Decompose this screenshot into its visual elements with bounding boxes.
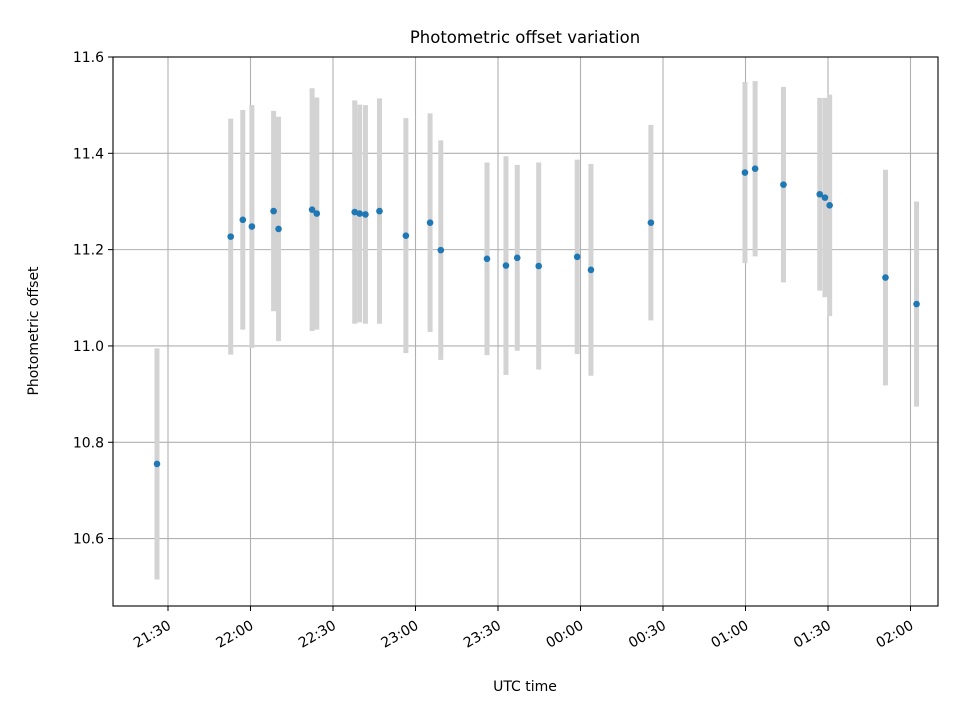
data-point xyxy=(248,223,256,230)
data-point xyxy=(308,206,316,213)
y-tick-label: 11.4 xyxy=(73,146,104,162)
data-point xyxy=(402,232,410,239)
chart-title: Photometric offset variation xyxy=(410,28,640,47)
data-point xyxy=(913,300,920,308)
grid xyxy=(113,56,938,606)
data-point xyxy=(741,169,749,176)
data-point xyxy=(821,194,829,201)
data-point xyxy=(270,207,277,215)
data-point xyxy=(437,246,445,254)
data-point xyxy=(882,274,889,281)
data-point xyxy=(647,219,655,226)
data-point xyxy=(362,211,369,218)
data-point xyxy=(780,181,787,188)
data-point xyxy=(351,208,359,216)
data-point xyxy=(513,254,521,262)
data-point xyxy=(275,225,282,233)
data-point xyxy=(502,262,510,269)
data-point xyxy=(826,202,833,209)
data-point xyxy=(376,207,383,215)
data-point xyxy=(751,165,759,173)
data-point xyxy=(313,210,321,217)
data-point xyxy=(573,253,581,261)
data-point xyxy=(356,210,363,217)
data-point xyxy=(227,233,234,240)
data-point xyxy=(535,262,542,270)
plot-frame xyxy=(112,56,939,607)
y-tick-label: 10.6 xyxy=(73,532,104,548)
y-axis-ticks: 10.6 10.8 11.0 11.2 11.4 11.6 xyxy=(73,50,113,548)
data-point xyxy=(153,460,161,468)
y-tick-label: 11.6 xyxy=(73,50,104,66)
data-point xyxy=(587,266,595,274)
data-points xyxy=(153,165,920,468)
y-tick-label: 11.2 xyxy=(73,243,104,259)
y-axis-label: Photometric offset xyxy=(26,266,42,396)
y-tick-label: 11.0 xyxy=(73,339,104,355)
data-point xyxy=(483,255,491,263)
x-axis-label: UTC time xyxy=(493,679,557,695)
data-point xyxy=(816,190,824,198)
data-point xyxy=(239,216,247,224)
y-tick-label: 10.8 xyxy=(73,435,104,451)
data-point xyxy=(426,219,434,226)
